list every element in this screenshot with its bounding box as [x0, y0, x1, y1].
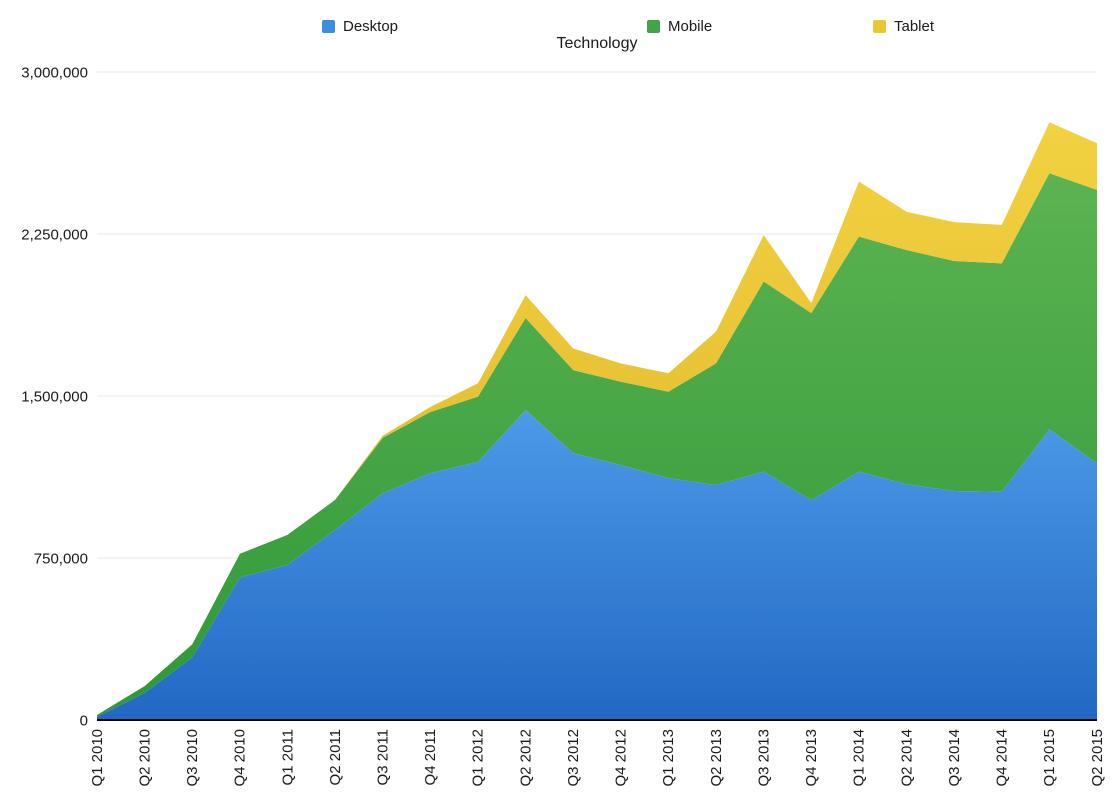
- legend-label-desktop: Desktop: [343, 18, 399, 35]
- x-axis-tick-label: Q1 2011: [279, 729, 296, 785]
- legend-label-mobile: Mobile: [668, 18, 713, 35]
- y-axis-tick-label: 1,500,000: [21, 389, 88, 406]
- y-axis-tick-label: 750,000: [34, 551, 88, 568]
- x-axis-tick-label: Q3 2013: [755, 729, 772, 787]
- x-axis-tick-label: Q4 2010: [232, 729, 249, 787]
- legend-label-tablet: Tablet: [894, 18, 935, 35]
- legend-item-tablet[interactable]: Tablet: [873, 18, 934, 35]
- x-axis-tick-label: Q3 2014: [946, 729, 963, 787]
- x-axis-tick-label: Q4 2014: [994, 729, 1011, 787]
- x-axis-tick-label: Q1 2010: [89, 729, 106, 787]
- x-axis-tick-label: Q1 2015: [1041, 729, 1058, 787]
- y-axis-tick-label: 0: [80, 713, 88, 730]
- x-axis-tick-label: Q2 2015: [1089, 729, 1106, 787]
- legend-item-desktop[interactable]: Desktop: [322, 18, 398, 35]
- x-axis-tick-label: Q4 2011: [422, 729, 439, 785]
- legend-swatch-desktop: [322, 20, 335, 33]
- y-axis-tick-label: 3,000,000: [21, 65, 88, 82]
- desktop-area: [97, 410, 1097, 720]
- x-axis-tick-label: Q4 2012: [613, 729, 630, 787]
- y-axis-tick-label: 2,250,000: [21, 227, 88, 244]
- x-axis-tick-label: Q2 2012: [517, 729, 534, 787]
- x-axis-tick-label: Q4 2013: [803, 729, 820, 787]
- x-axis-tick-label: Q3 2010: [184, 729, 201, 787]
- x-axis-tick-label: Q3 2012: [565, 729, 582, 787]
- x-axis-tick-label: Q2 2011: [327, 729, 344, 785]
- x-axis-tick-label: Q1 2012: [470, 729, 487, 787]
- x-axis-tick-label: Q1 2013: [660, 729, 677, 787]
- x-axis-tick-label: Q2 2014: [898, 729, 915, 787]
- mobile-area: [97, 173, 1097, 717]
- chart-title: Technology: [556, 35, 638, 52]
- x-axis-tick-label: Q2 2010: [136, 729, 153, 787]
- x-axis-tick-label: Q3 2011: [375, 729, 392, 785]
- legend-item-mobile[interactable]: Mobile: [647, 18, 712, 35]
- x-axis-tick-label: Q2 2013: [708, 729, 725, 787]
- x-axis-tick-label: Q1 2014: [851, 729, 868, 787]
- legend-swatch-mobile: [647, 20, 660, 33]
- legend-swatch-tablet: [873, 20, 886, 33]
